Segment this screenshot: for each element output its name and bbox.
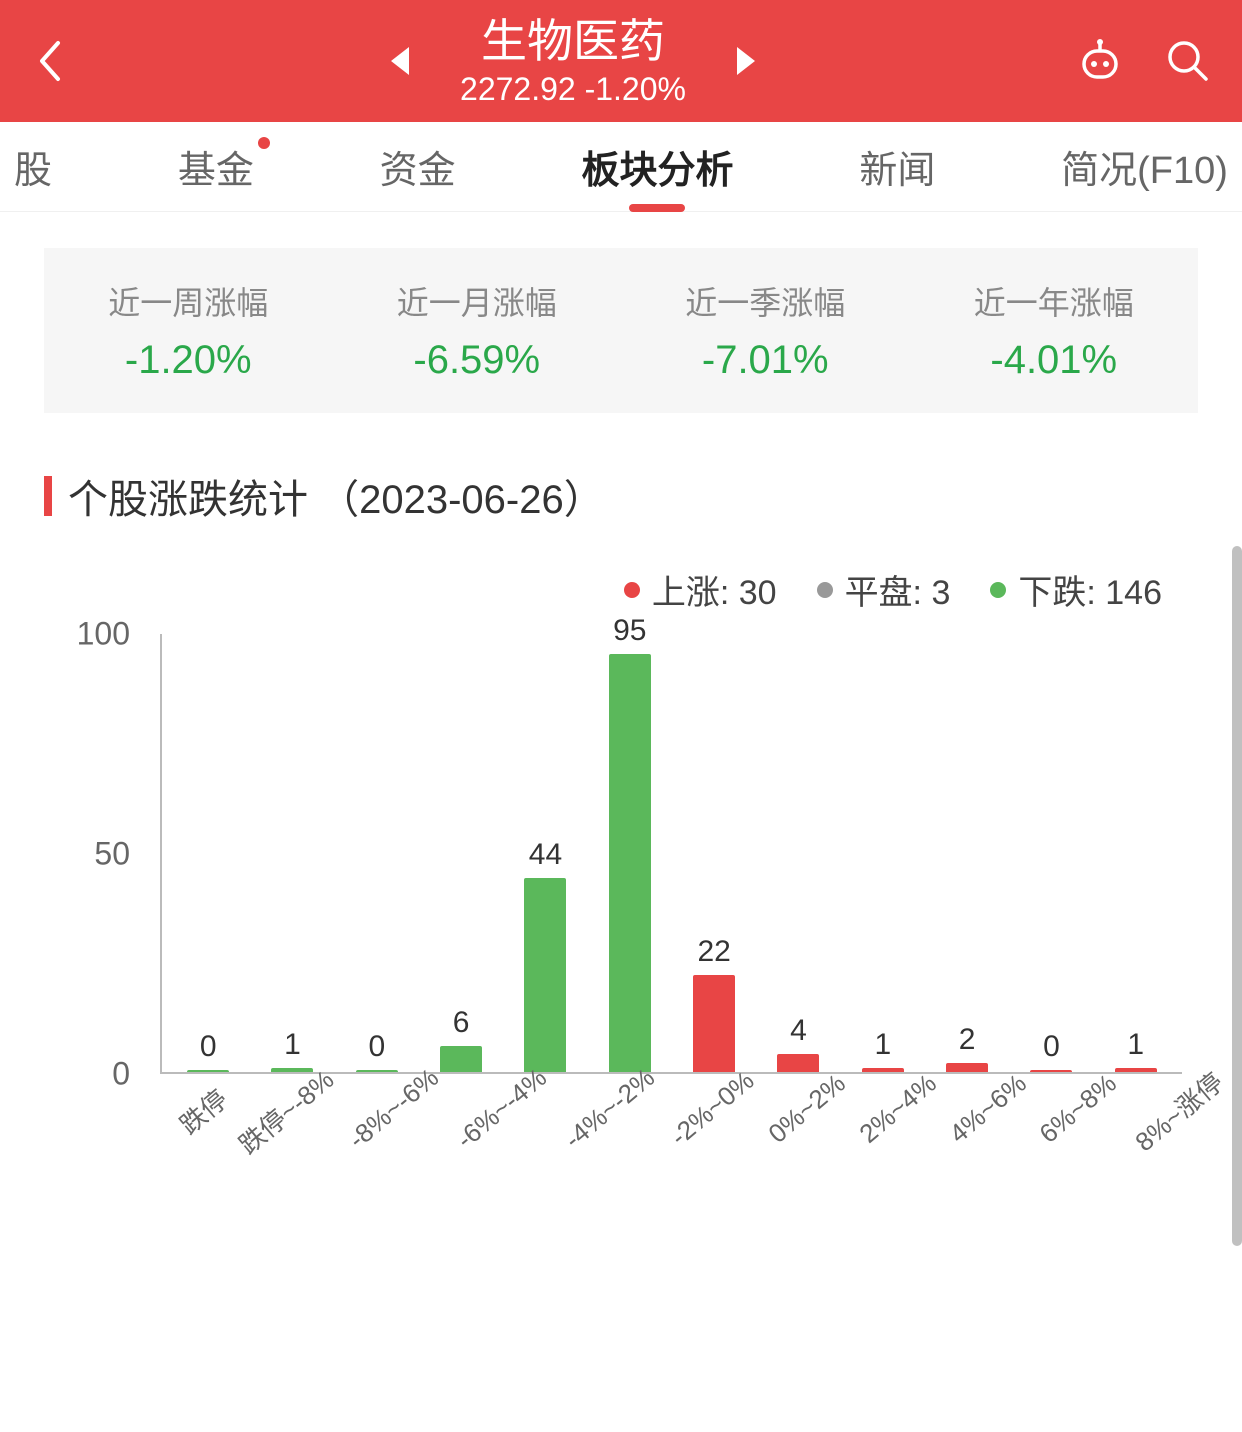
bar-value-label: 2 bbox=[959, 1023, 976, 1057]
bar-wrap-3: 6 bbox=[419, 1006, 503, 1072]
legend-dot-icon bbox=[817, 582, 833, 598]
prev-button[interactable] bbox=[380, 41, 420, 81]
bar-value-label: 44 bbox=[529, 838, 562, 872]
bar-value-label: 0 bbox=[368, 1030, 385, 1064]
bars-container: 010644952241201 bbox=[162, 634, 1182, 1072]
stat-value: -1.20% bbox=[44, 338, 333, 383]
bar-value-label: 4 bbox=[790, 1014, 807, 1048]
bar bbox=[862, 1068, 904, 1072]
legend-dot-icon bbox=[990, 582, 1006, 598]
stat-item-3: 近一年涨幅 -4.01% bbox=[910, 278, 1199, 383]
y-tick: 0 bbox=[112, 1056, 130, 1093]
notification-dot bbox=[258, 137, 270, 149]
tab-2[interactable]: 资金 bbox=[372, 139, 464, 194]
legend-item-0: 上涨: 30 bbox=[624, 565, 777, 614]
tab-5[interactable]: 简况(F10) bbox=[1053, 139, 1236, 194]
stat-value: -6.59% bbox=[333, 338, 622, 383]
scrollbar[interactable] bbox=[1232, 546, 1242, 1246]
next-button[interactable] bbox=[726, 41, 766, 81]
bar-wrap-0: 0 bbox=[166, 1030, 250, 1072]
bar bbox=[1030, 1070, 1072, 1072]
search-icon bbox=[1164, 37, 1212, 85]
plot-area: 010644952241201 bbox=[160, 634, 1182, 1074]
stat-label: 近一月涨幅 bbox=[333, 278, 622, 324]
bar bbox=[777, 1054, 819, 1072]
bar-value-label: 0 bbox=[1043, 1030, 1060, 1064]
bar bbox=[440, 1046, 482, 1072]
stat-item-1: 近一月涨幅 -6.59% bbox=[333, 278, 622, 383]
bar-value-label: 0 bbox=[200, 1030, 217, 1064]
search-button[interactable] bbox=[1164, 37, 1212, 85]
y-axis: 050100 bbox=[60, 634, 140, 1074]
tab-1[interactable]: 基金 bbox=[170, 139, 262, 194]
bar-value-label: 1 bbox=[284, 1028, 301, 1062]
stats-row: 近一周涨幅 -1.20%近一月涨幅 -6.59% 近一季涨幅 -7.01%近一年涨幅 -4… bbox=[44, 248, 1198, 413]
header-center: 生物医药 2272.92 -1.20% bbox=[70, 14, 1076, 108]
bar-wrap-10: 0 bbox=[1009, 1030, 1093, 1072]
tabs: 股 基金 资金 板块分析 新闻 简况(F10) bbox=[0, 122, 1242, 212]
bar-value-label: 95 bbox=[613, 614, 646, 648]
stat-item-2: 近一季涨幅 -7.01% bbox=[621, 278, 910, 383]
section-title: 个股涨跌统计 （2023-06-26） bbox=[68, 467, 604, 525]
stat-label: 近一季涨幅 bbox=[621, 278, 910, 324]
stat-label: 近一周涨幅 bbox=[44, 278, 333, 324]
section-accent-bar bbox=[44, 476, 52, 516]
tab-0[interactable]: 股 bbox=[6, 139, 60, 194]
triangle-right-icon bbox=[733, 45, 759, 77]
bar-value-label: 22 bbox=[697, 935, 730, 969]
bar-wrap-9: 2 bbox=[925, 1023, 1009, 1072]
bar-chart: 050100 010644952241201 跌停跌停~-8%-8%~-6%-6… bbox=[60, 634, 1182, 1194]
bar-wrap-7: 4 bbox=[756, 1014, 840, 1072]
bar-wrap-4: 44 bbox=[503, 838, 587, 1072]
legend-label: 上涨: 30 bbox=[652, 565, 777, 614]
stat-value: -7.01% bbox=[621, 338, 910, 383]
chart-legend: 上涨: 30 平盘: 3 下跌: 146 bbox=[0, 525, 1242, 614]
legend-dot-icon bbox=[624, 582, 640, 598]
bar bbox=[946, 1063, 988, 1072]
assistant-button[interactable] bbox=[1076, 37, 1124, 85]
legend-label: 下跌: 146 bbox=[1018, 565, 1162, 614]
stat-value: -4.01% bbox=[910, 338, 1199, 383]
triangle-left-icon bbox=[387, 45, 413, 77]
bar bbox=[356, 1070, 398, 1072]
tab-3[interactable]: 板块分析 bbox=[573, 139, 741, 194]
x-axis: 跌停跌停~-8%-8%~-6%-6%~-4%-4%~-2%-2%~0%0%~2%… bbox=[160, 1074, 1182, 1194]
legend-item-2: 下跌: 146 bbox=[990, 565, 1162, 614]
header-title-block: 生物医药 2272.92 -1.20% bbox=[460, 14, 686, 108]
bar-wrap-6: 22 bbox=[672, 935, 756, 1072]
section-header: 个股涨跌统计 （2023-06-26） bbox=[0, 449, 1242, 525]
bar bbox=[609, 654, 651, 1072]
bar bbox=[524, 878, 566, 1072]
x-label: 8%~涨停 bbox=[1126, 1063, 1242, 1222]
header-actions bbox=[1076, 37, 1212, 85]
bar bbox=[187, 1070, 229, 1072]
y-tick: 100 bbox=[77, 616, 130, 653]
bar-value-label: 1 bbox=[1127, 1028, 1144, 1062]
bar-value-label: 1 bbox=[874, 1028, 891, 1062]
chevron-left-icon bbox=[36, 39, 64, 83]
tab-4[interactable]: 新闻 bbox=[851, 139, 943, 194]
bar bbox=[1115, 1068, 1157, 1072]
bar-wrap-5: 95 bbox=[588, 614, 672, 1072]
legend-item-1: 平盘: 3 bbox=[817, 565, 951, 614]
price-change: 2272.92 -1.20% bbox=[460, 71, 686, 108]
bar-wrap-8: 1 bbox=[841, 1028, 925, 1072]
bar-wrap-2: 0 bbox=[335, 1030, 419, 1072]
back-button[interactable] bbox=[30, 41, 70, 81]
y-tick: 50 bbox=[94, 836, 130, 873]
robot-icon bbox=[1076, 37, 1124, 85]
stat-item-0: 近一周涨幅 -1.20% bbox=[44, 278, 333, 383]
page-title: 生物医药 bbox=[481, 14, 665, 69]
legend-label: 平盘: 3 bbox=[845, 565, 951, 614]
bar bbox=[693, 975, 735, 1072]
stat-label: 近一年涨幅 bbox=[910, 278, 1199, 324]
bar-value-label: 6 bbox=[453, 1006, 470, 1040]
bar-wrap-11: 1 bbox=[1094, 1028, 1178, 1072]
header: 生物医药 2272.92 -1.20% bbox=[0, 0, 1242, 122]
